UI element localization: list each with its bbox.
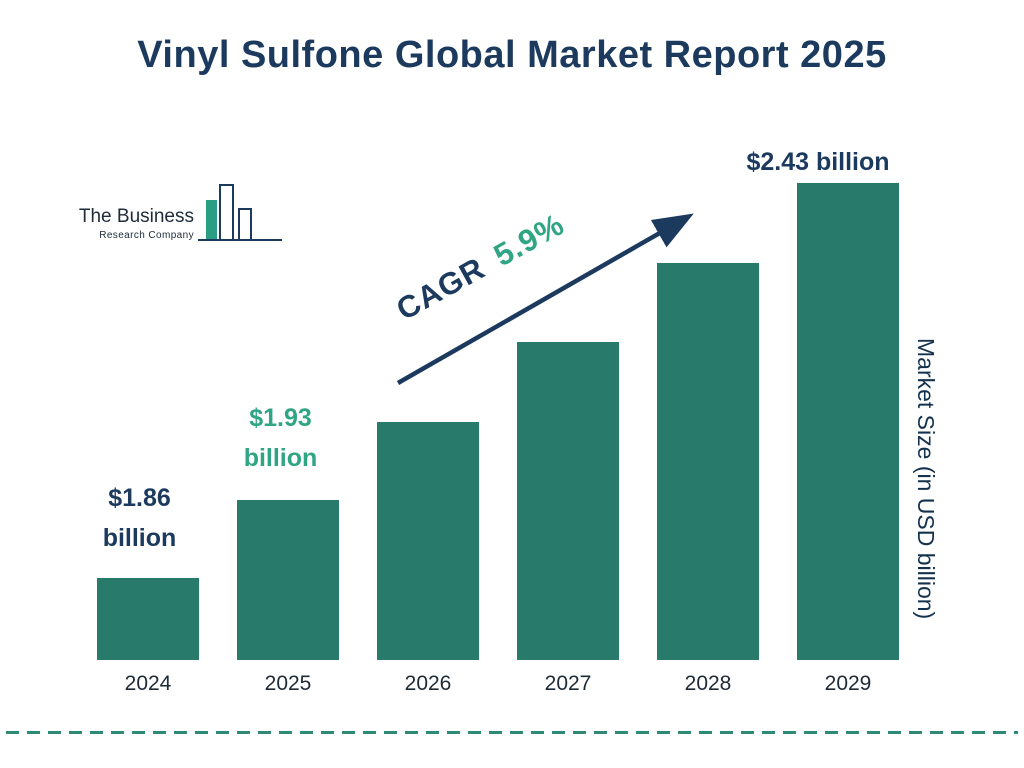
value-label-2024: $1.86 billion xyxy=(72,478,207,558)
x-axis-label-2027: 2027 xyxy=(544,672,592,695)
x-axis-label-2026: 2026 xyxy=(404,672,452,695)
bar-2025 xyxy=(237,500,339,660)
growth-arrow-icon xyxy=(396,213,694,385)
bar-group-2027: 2027 xyxy=(517,183,619,695)
value-line: $1.86 xyxy=(108,484,171,512)
value-line: $1.93 xyxy=(249,404,312,432)
bar-2024 xyxy=(97,578,199,660)
bar-2027 xyxy=(517,342,619,660)
bar-group-2029: 2029 xyxy=(797,183,899,695)
bar-group-2028: 2028 xyxy=(657,183,759,695)
company-subname: Research Company xyxy=(99,230,194,241)
x-axis-label-2029: 2029 xyxy=(824,672,872,695)
bar-2028 xyxy=(657,263,759,660)
bar-group-2026: 2026 xyxy=(377,183,479,695)
company-logo-text: The Business Research Company xyxy=(74,206,194,241)
value-line: $2.43 billion xyxy=(746,148,890,176)
y-axis-title: Market Size (in USD billion) xyxy=(913,338,939,620)
bar-chart: 2024 2025 2026 2027 2028 2029 xyxy=(97,183,899,695)
company-logo: The Business Research Company xyxy=(74,184,284,264)
bar-group-2025: 2025 xyxy=(237,183,339,695)
bar-chart-logo-icon xyxy=(198,184,282,241)
x-axis-label-2028: 2028 xyxy=(684,672,732,695)
value-label-2025: $1.93 billion xyxy=(213,398,348,478)
value-line: billion xyxy=(243,444,318,472)
bottom-dashed-rule xyxy=(6,731,1018,734)
bar-2026 xyxy=(377,422,479,660)
x-axis-label-2025: 2025 xyxy=(264,672,312,695)
page-title: Vinyl Sulfone Global Market Report 2025 xyxy=(137,34,887,76)
x-axis-label-2024: 2024 xyxy=(124,672,172,695)
company-name: The Business xyxy=(78,206,194,227)
value-label-2029: $2.43 billion xyxy=(733,142,903,182)
value-line: billion xyxy=(102,524,177,552)
bar-2029 xyxy=(797,183,899,660)
bar-group-2024: 2024 xyxy=(97,183,199,695)
